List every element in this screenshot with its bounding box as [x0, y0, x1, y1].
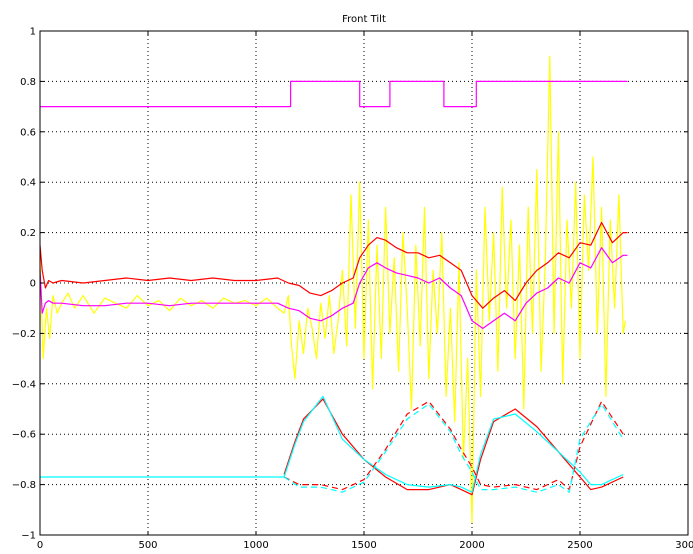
x-tick-label: 500 [138, 540, 157, 551]
x-tick-label: 2000 [459, 540, 484, 551]
y-tick-label: 0.2 [20, 228, 36, 239]
y-tick-label: 0.6 [20, 127, 36, 138]
y-tick-label: −1 [21, 531, 36, 542]
x-tick-label: 1500 [351, 540, 376, 551]
x-tick-label: 0 [37, 540, 43, 551]
y-tick-label: −0.2 [12, 329, 36, 340]
y-tick-label: 0.8 [20, 77, 36, 88]
series-line-4 [283, 398, 624, 496]
x-tick-label: 1000 [243, 540, 268, 551]
y-tick-label: 1 [30, 27, 36, 38]
y-tick-label: 0.4 [20, 178, 36, 189]
series-line-5 [40, 395, 624, 493]
series-line-7 [283, 403, 624, 493]
y-tick-label: 0 [30, 279, 36, 290]
axis-ticks: 0 500 1000 1500 2000 2500 3000 −1 −0.8 −0.6 −0.4 −0… [12, 27, 693, 552]
series-line-2 [39, 221, 628, 309]
series-line-0 [39, 55, 626, 524]
chart-title: Front Tilt [342, 14, 386, 25]
series-line-3 [39, 247, 628, 329]
y-tick-label: −0.6 [12, 430, 36, 441]
series-line-1 [40, 80, 628, 108]
series-group [39, 55, 628, 524]
x-tick-label: 3000 [675, 540, 693, 551]
series-line-6 [283, 400, 624, 491]
x-tick-label: 2500 [567, 540, 592, 551]
y-tick-label: −0.4 [12, 379, 36, 390]
y-tick-label: −0.8 [12, 480, 36, 491]
